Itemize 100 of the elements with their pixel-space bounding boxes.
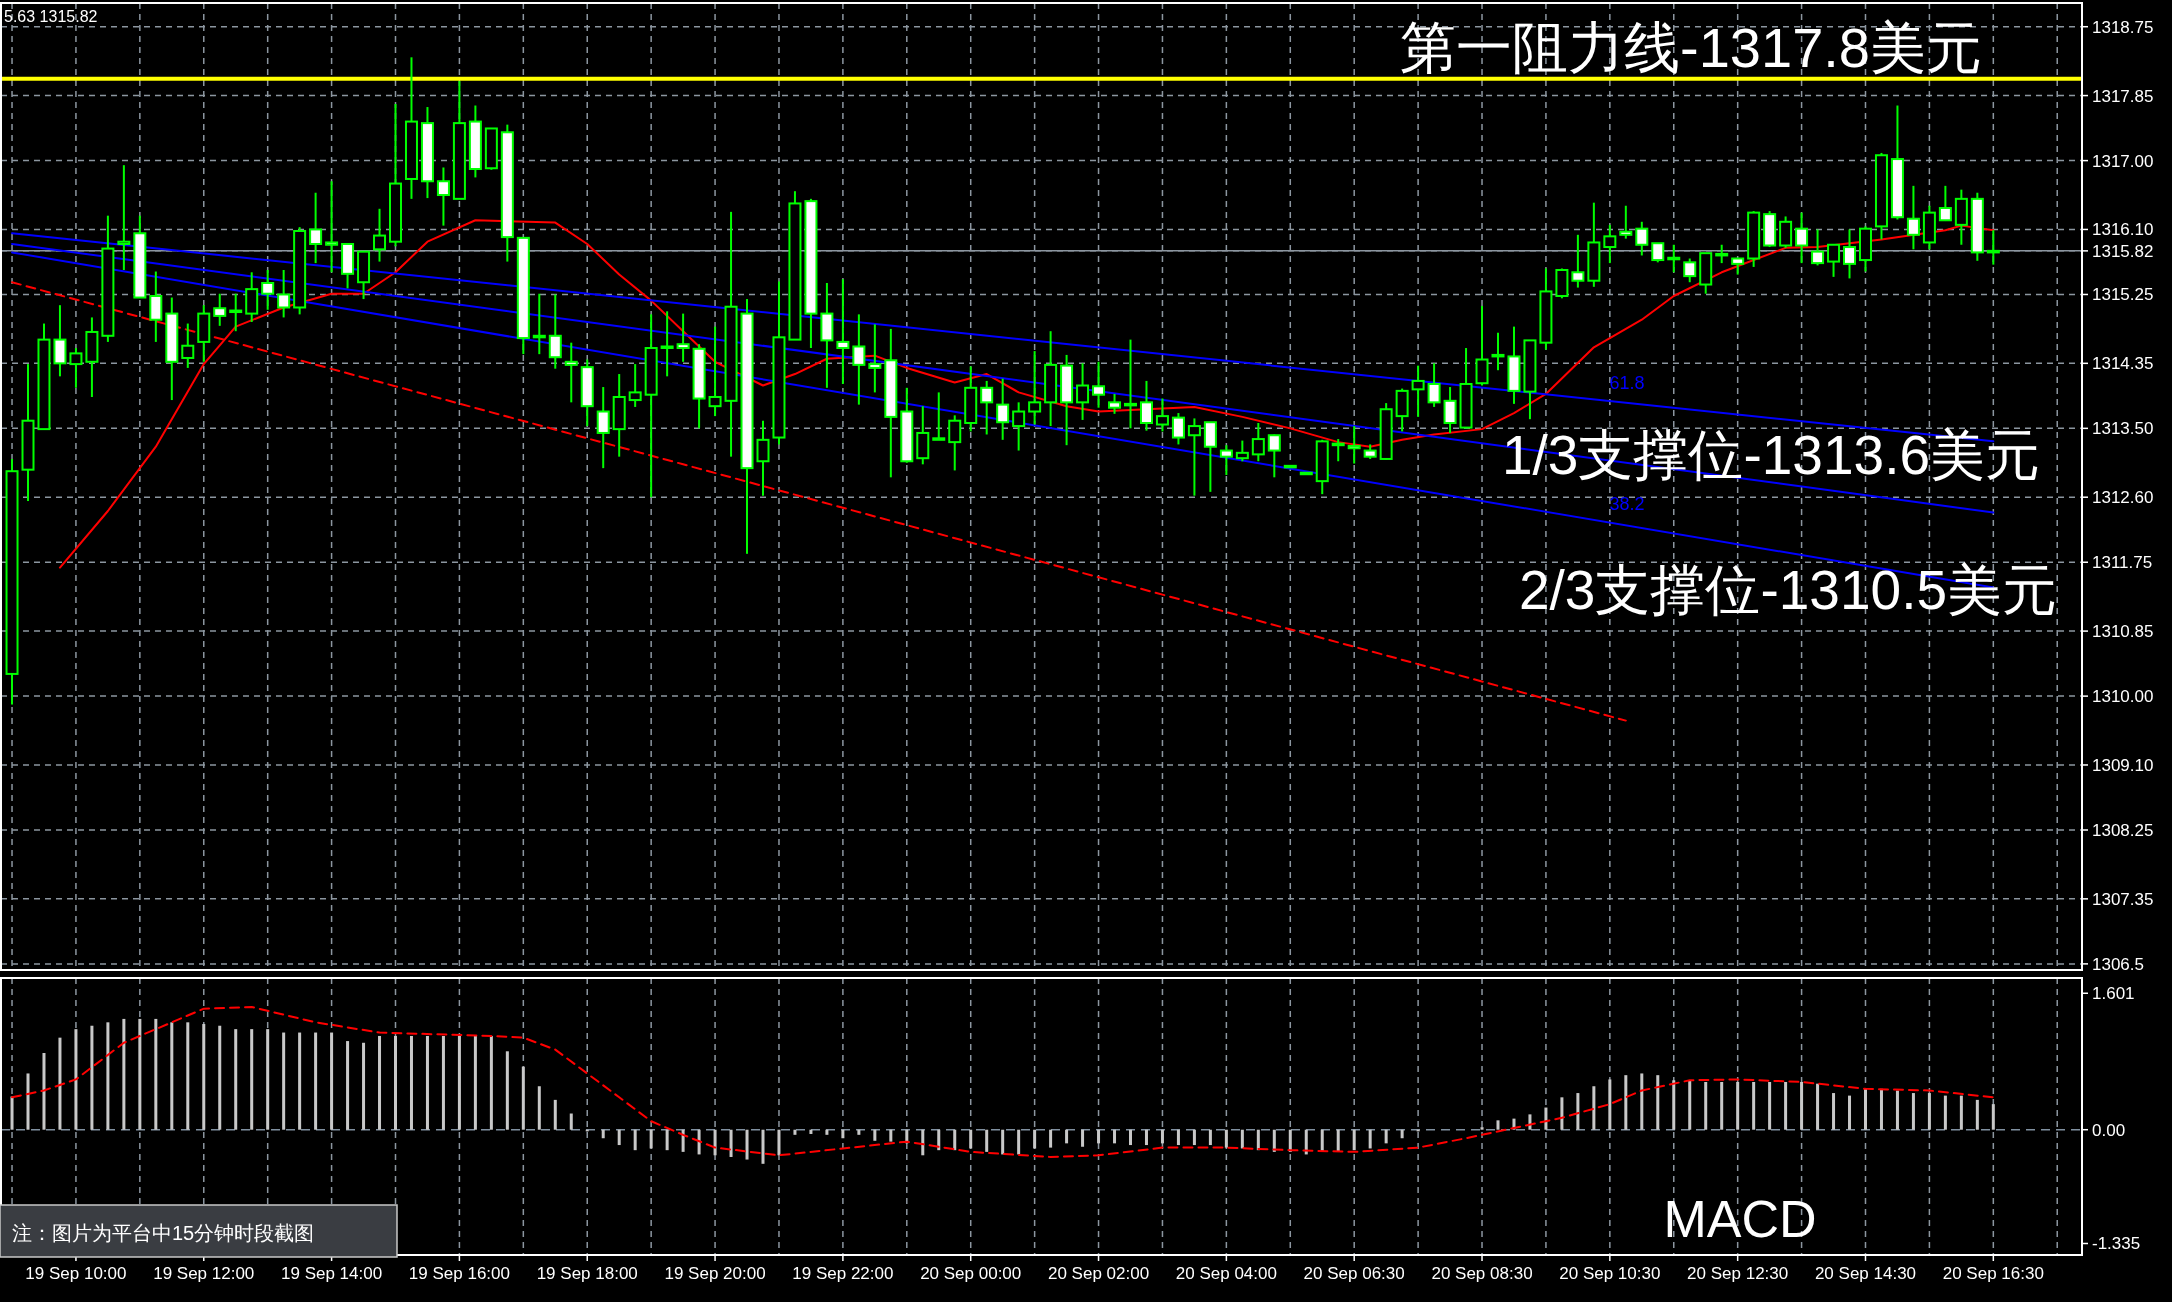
bar bbox=[138, 1018, 142, 1130]
candlestick bbox=[181, 322, 195, 369]
candlestick bbox=[708, 325, 722, 418]
x-tick-label: 19 Sep 20:00 bbox=[664, 1264, 766, 1283]
bar bbox=[665, 1129, 669, 1151]
candlestick bbox=[1715, 243, 1729, 265]
x-tick-label: 20 Sep 00:00 bbox=[920, 1264, 1022, 1283]
bar bbox=[1256, 1129, 1260, 1151]
candlestick bbox=[229, 292, 243, 333]
bar bbox=[26, 1073, 30, 1130]
bar bbox=[282, 1032, 286, 1130]
bar bbox=[1959, 1095, 1963, 1130]
bar bbox=[1192, 1129, 1196, 1146]
bar bbox=[1144, 1129, 1148, 1146]
bar bbox=[553, 1099, 557, 1130]
bar bbox=[1384, 1129, 1388, 1144]
bar bbox=[154, 1018, 158, 1130]
bar bbox=[505, 1051, 509, 1130]
annotation: 注：图片为平台中15分钟时段截图 bbox=[12, 1222, 315, 1244]
candlestick bbox=[1012, 401, 1026, 452]
candlestick bbox=[1267, 433, 1281, 479]
candlestick bbox=[1667, 243, 1681, 274]
candlestick bbox=[373, 207, 387, 263]
y-tick-label: 1313.50 bbox=[2092, 419, 2154, 439]
bar bbox=[457, 1035, 461, 1130]
x-tick-label: 20 Sep 02:00 bbox=[1047, 1264, 1150, 1283]
candlestick bbox=[149, 270, 163, 343]
x-tick-label: 19 Sep 16:00 bbox=[408, 1264, 510, 1283]
bar bbox=[873, 1129, 877, 1141]
bar bbox=[569, 1113, 573, 1130]
y-tick-label: 1315.82 bbox=[2092, 241, 2154, 261]
bar bbox=[617, 1129, 621, 1146]
bar bbox=[1368, 1129, 1372, 1149]
candlestick bbox=[1124, 338, 1137, 430]
bar bbox=[713, 1129, 717, 1156]
bar bbox=[473, 1035, 477, 1130]
annotation: 38.2 bbox=[1609, 494, 1645, 514]
bar bbox=[761, 1129, 765, 1164]
candlestick bbox=[69, 347, 83, 389]
bar bbox=[1879, 1088, 1883, 1130]
bar bbox=[649, 1129, 653, 1149]
bar bbox=[1848, 1095, 1852, 1130]
candlestick bbox=[277, 269, 291, 319]
y-tick-label: 1317.00 bbox=[2092, 151, 2154, 171]
bar bbox=[1752, 1081, 1756, 1130]
bar bbox=[1656, 1075, 1660, 1130]
line-series bbox=[11, 1005, 1995, 1158]
y-tick-label: 1308.25 bbox=[2092, 821, 2154, 840]
candlestick bbox=[1938, 184, 1952, 223]
candlestick bbox=[1092, 360, 1106, 409]
bar bbox=[1001, 1129, 1005, 1155]
bar bbox=[1560, 1097, 1564, 1130]
bar bbox=[1065, 1129, 1069, 1144]
candlestick bbox=[1411, 364, 1425, 418]
candlestick bbox=[1251, 422, 1265, 463]
bar bbox=[378, 1035, 382, 1130]
bar bbox=[985, 1129, 989, 1152]
candlestick bbox=[1155, 397, 1169, 433]
bar bbox=[218, 1025, 222, 1130]
bar bbox=[1688, 1080, 1692, 1130]
bar bbox=[10, 1096, 14, 1130]
bar bbox=[1864, 1088, 1867, 1130]
bar bbox=[1592, 1086, 1596, 1130]
bar bbox=[362, 1042, 366, 1130]
x-tick-label: 20 Sep 14:30 bbox=[1814, 1264, 1917, 1283]
candlestick bbox=[1986, 229, 2000, 266]
y-tick-label: 1.601 bbox=[2092, 984, 2135, 1004]
y-tick-label: 1316.10 bbox=[2092, 220, 2154, 240]
bar bbox=[409, 1035, 413, 1130]
y-tick-label: 1310.85 bbox=[2092, 622, 2154, 642]
candlestick bbox=[948, 414, 962, 472]
candlestick bbox=[1491, 331, 1505, 372]
candlestick bbox=[1571, 233, 1585, 289]
candlestick bbox=[325, 180, 339, 274]
candlestick bbox=[660, 310, 674, 378]
candlestick bbox=[1651, 242, 1665, 264]
y-tick-label: -1.335 bbox=[2092, 1234, 2141, 1254]
bar bbox=[1097, 1129, 1101, 1144]
bar bbox=[537, 1086, 541, 1130]
candlestick bbox=[213, 292, 227, 327]
candlestick bbox=[1683, 257, 1697, 284]
bar bbox=[521, 1066, 525, 1130]
bar bbox=[1640, 1073, 1644, 1130]
bar bbox=[90, 1025, 94, 1130]
candlestick bbox=[1347, 425, 1361, 465]
candlestick bbox=[1635, 220, 1649, 257]
candlestick bbox=[1811, 228, 1825, 267]
bar bbox=[1784, 1081, 1788, 1130]
candlestick bbox=[1843, 228, 1857, 280]
candlestick bbox=[628, 363, 642, 408]
bar bbox=[1720, 1081, 1724, 1130]
bar bbox=[745, 1129, 749, 1160]
bar bbox=[1736, 1081, 1740, 1130]
y-tick-label: 0.00 bbox=[2092, 1120, 2126, 1140]
bar bbox=[921, 1129, 925, 1156]
candlestick bbox=[756, 419, 770, 497]
x-tick-label: 20 Sep 12:30 bbox=[1687, 1264, 1789, 1283]
candlestick bbox=[852, 313, 866, 406]
candlestick bbox=[309, 191, 323, 265]
bar bbox=[777, 1129, 781, 1156]
